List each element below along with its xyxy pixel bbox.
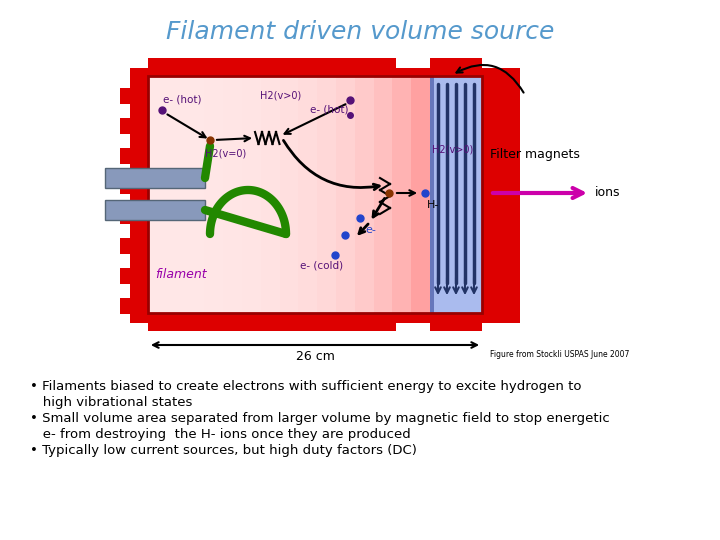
Bar (148, 76, 411, 313)
Bar (105, 168, 205, 188)
Bar (148, 76, 482, 313)
Bar (120, 178, 140, 194)
Text: H2(v=0): H2(v=0) (205, 148, 246, 158)
Text: H2(v>0): H2(v>0) (432, 145, 473, 155)
Bar (120, 148, 140, 164)
Bar (148, 76, 355, 313)
Text: • Small volume area separated from larger volume by magnetic field to stop energ: • Small volume area separated from large… (30, 412, 610, 425)
Bar (105, 200, 205, 220)
Text: high vibrational states: high vibrational states (30, 396, 192, 409)
Text: Figure from Stockli USPAS June 2007: Figure from Stockli USPAS June 2007 (490, 350, 629, 359)
Bar (120, 298, 140, 314)
Text: e-: e- (365, 225, 376, 235)
Bar (120, 238, 140, 254)
Bar (430, 76, 482, 313)
Bar (148, 76, 430, 313)
Bar (148, 76, 167, 313)
Text: • Typically low current sources, but high duty factors (DC): • Typically low current sources, but hig… (30, 444, 417, 457)
Bar (105, 200, 205, 220)
Text: e- from destroying  the H- ions once they are produced: e- from destroying the H- ions once they… (30, 428, 410, 441)
Bar (148, 313, 396, 331)
Bar (148, 76, 223, 313)
Bar (430, 76, 434, 313)
Bar (120, 208, 140, 224)
Text: e- (hot): e- (hot) (310, 105, 348, 115)
Text: Filter magnets: Filter magnets (490, 148, 580, 161)
Bar (430, 58, 482, 76)
Bar (430, 313, 482, 331)
Text: H2(v>0): H2(v>0) (260, 90, 301, 100)
Bar (120, 88, 140, 104)
Bar (148, 76, 261, 313)
Text: H-: H- (427, 200, 439, 210)
Text: filament: filament (155, 268, 207, 281)
Bar (105, 168, 205, 188)
Bar (120, 118, 140, 134)
Text: e- (hot): e- (hot) (163, 95, 202, 105)
Bar (148, 76, 242, 313)
Bar (148, 76, 318, 313)
Bar (148, 76, 392, 313)
Text: 26 cm: 26 cm (296, 350, 334, 363)
Bar (148, 76, 374, 313)
Text: • Filaments biased to create electrons with sufficient energy to excite hydrogen: • Filaments biased to create electrons w… (30, 380, 582, 393)
Bar (148, 76, 279, 313)
Bar (148, 76, 186, 313)
Text: ions: ions (595, 186, 621, 199)
Bar (148, 76, 336, 313)
Text: Filament driven volume source: Filament driven volume source (166, 20, 554, 44)
Bar (148, 58, 396, 76)
Bar (120, 268, 140, 284)
Bar (130, 68, 520, 323)
Bar (148, 76, 298, 313)
Text: e- (cold): e- (cold) (300, 260, 343, 270)
Bar (148, 76, 430, 313)
Bar (148, 76, 204, 313)
